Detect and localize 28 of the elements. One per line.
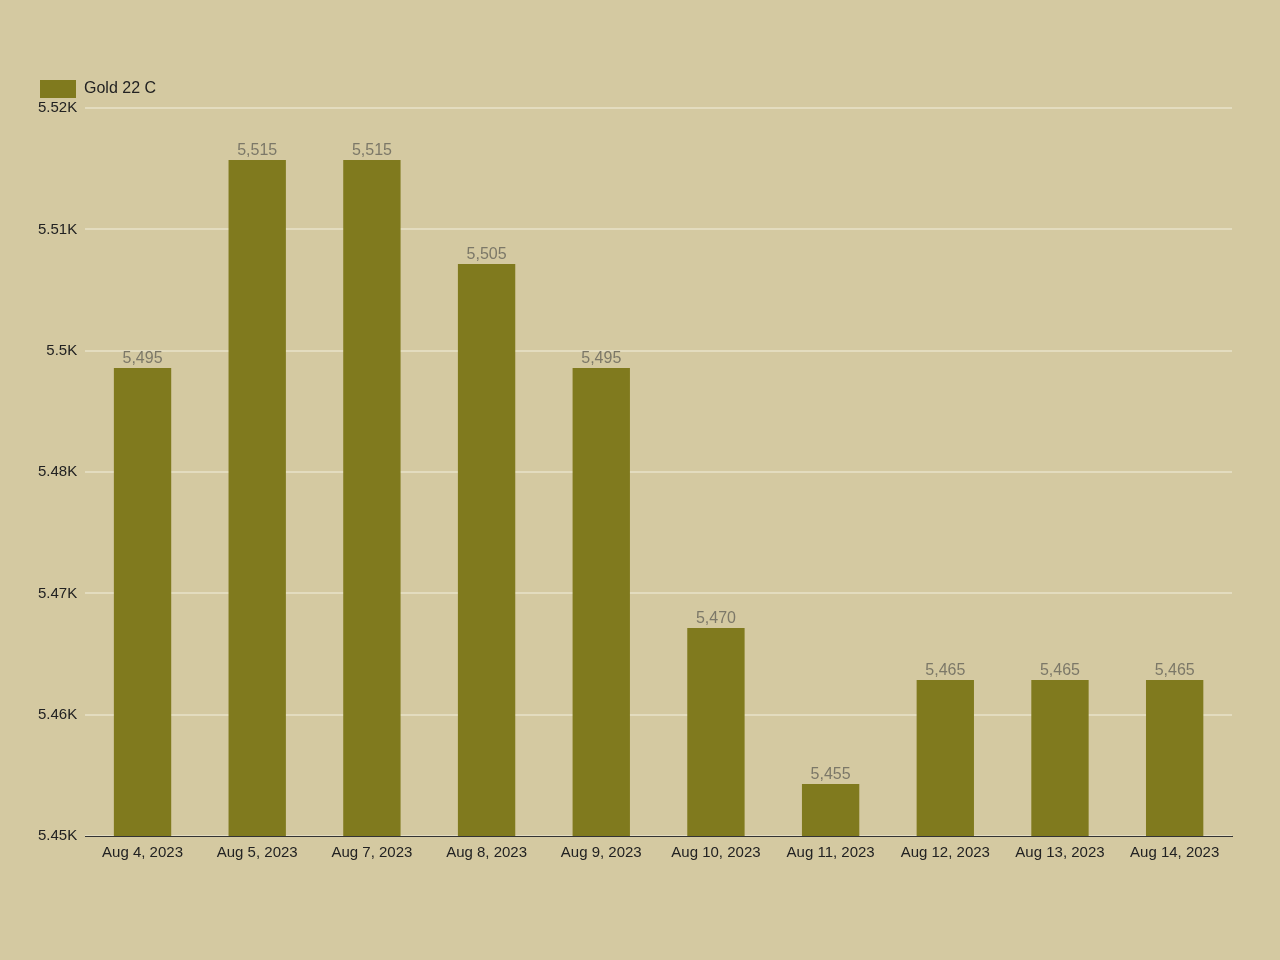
y-tick-label: 5.45K <box>38 826 78 844</box>
y-tick-label: 5.52K <box>38 98 78 116</box>
x-tick-label: Aug 14, 2023 <box>1130 843 1220 861</box>
text: 5,515 <box>237 141 278 159</box>
text: 5,465 <box>1154 661 1195 679</box>
x-tick-label: Aug 10, 2023 <box>671 843 761 861</box>
text: 5,515 <box>351 141 392 159</box>
text: 5,495 <box>581 349 622 367</box>
x-tick-label: Aug 8, 2023 <box>446 843 528 861</box>
y-tick-label: 5.48K <box>38 462 78 480</box>
y-tick-label: 5.46K <box>38 704 78 722</box>
y-tick-label: 5.5K <box>46 340 78 358</box>
x-tick-label: Aug 5, 2023 <box>216 843 298 861</box>
text: 5,505 <box>466 245 507 263</box>
y-tick-label: 5.47K <box>38 583 78 601</box>
text: 5,465 <box>925 661 966 679</box>
x-tick-label: Aug 13, 2023 <box>1015 843 1105 861</box>
legend-label: Gold 22 C <box>84 79 157 97</box>
x-tick-label: Aug 4, 2023 <box>102 843 183 861</box>
text: 5,455 <box>810 765 851 783</box>
x-tick-label: Aug 11, 2023 <box>786 843 875 861</box>
x-tick-label: Aug 9, 2023 <box>560 843 642 861</box>
text: 5,470 <box>695 609 736 627</box>
y-tick-label: 5.51K <box>38 219 78 237</box>
x-tick-label: Aug 12, 2023 <box>900 843 990 861</box>
x-tick-label: Aug 7, 2023 <box>331 843 413 861</box>
text: 5,465 <box>1039 661 1080 679</box>
text: 5,495 <box>122 349 163 367</box>
